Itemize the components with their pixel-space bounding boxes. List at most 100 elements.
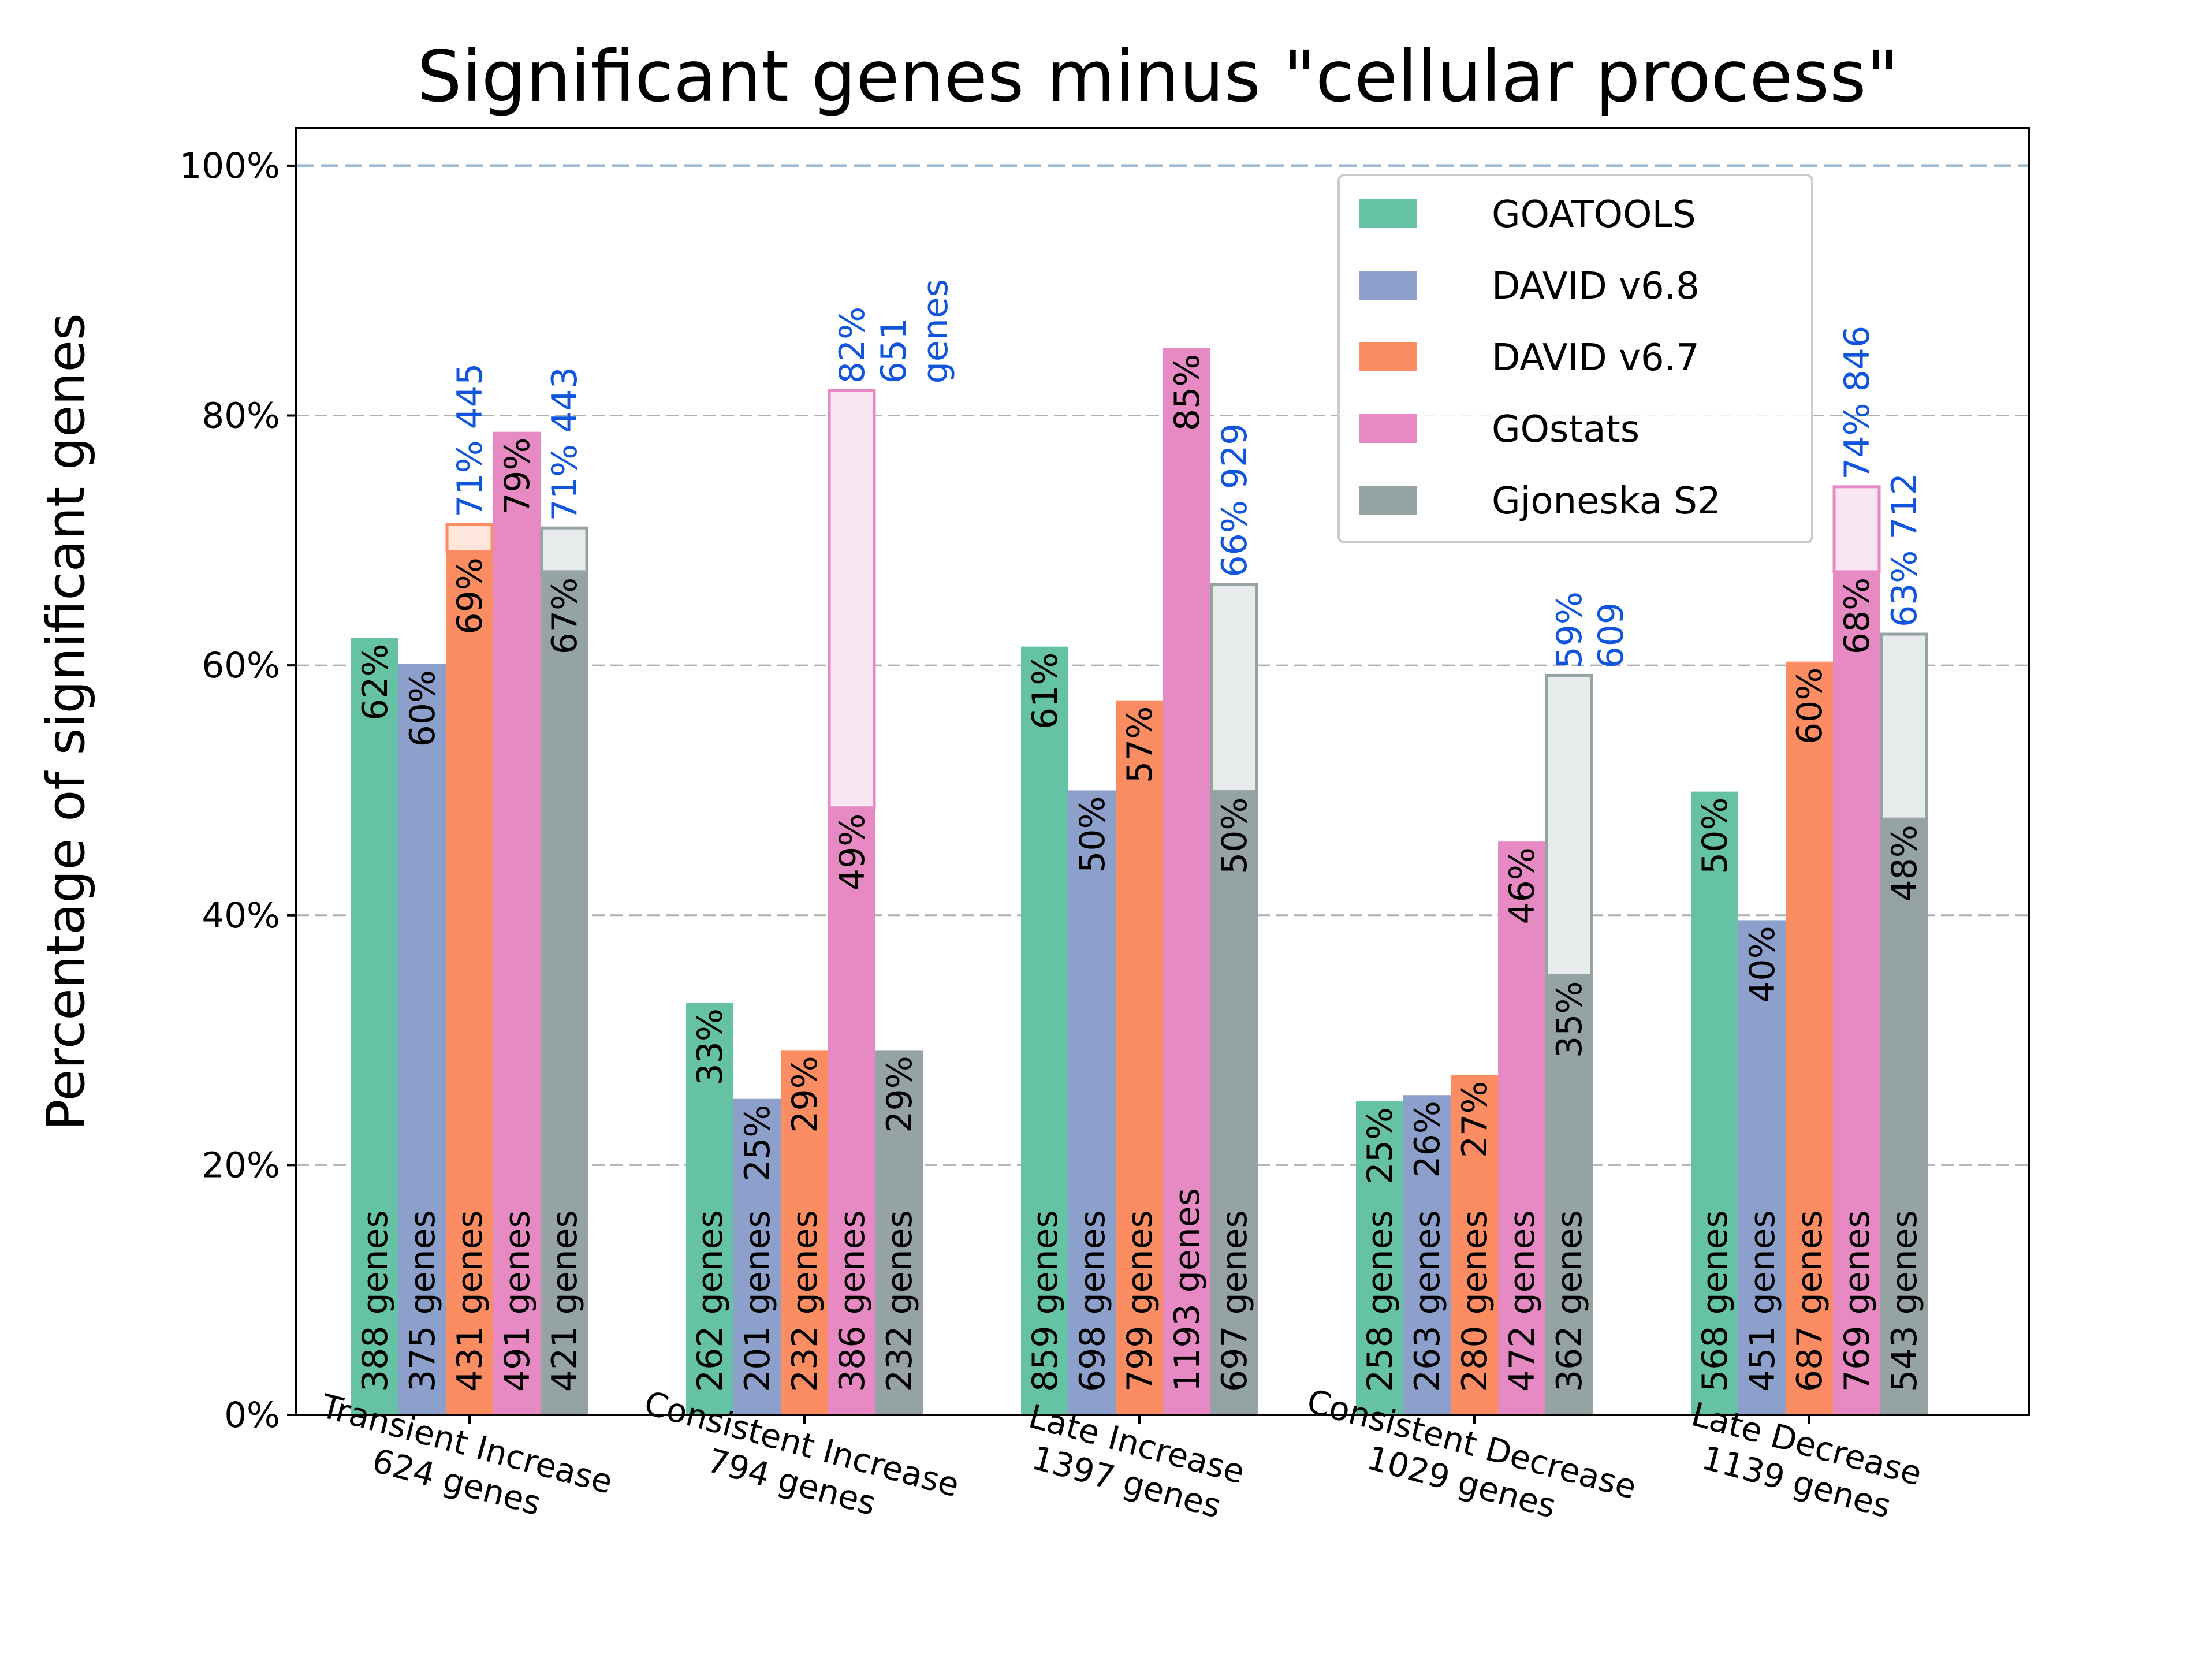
percent-label: 25%	[737, 1105, 778, 1182]
bar	[1691, 791, 1738, 1415]
bar-extension	[828, 389, 876, 810]
legend-label: DAVID v6.8	[1492, 265, 1700, 308]
gene-count-label: 543 genes	[1884, 1210, 1925, 1392]
bar	[446, 552, 493, 1415]
percent-label: 50%	[1072, 796, 1113, 873]
percent-label: 40%	[1742, 926, 1783, 1003]
bar	[875, 1050, 923, 1415]
extension-label: 609	[1591, 602, 1631, 669]
percent-label: 50%	[1695, 798, 1735, 874]
bar	[1451, 1075, 1498, 1415]
gene-count-label: 375 genes	[403, 1210, 443, 1392]
gene-count-label: 258 genes	[1360, 1210, 1400, 1392]
legend-label: GOATOOLS	[1492, 193, 1696, 236]
percent-label: 68%	[1837, 578, 1877, 654]
gene-count-label: 280 genes	[1455, 1210, 1495, 1392]
bar-labels: 388 genes 62% 262 genes 33% 859 genes 61% 258 …	[355, 279, 1925, 1392]
gene-count-label: 232 genes	[880, 1210, 920, 1392]
gene-count-label: 859 genes	[1025, 1210, 1065, 1392]
gene-count-label: 687 genes	[1790, 1210, 1830, 1392]
bar	[1068, 790, 1116, 1415]
percent-label: 35%	[1549, 981, 1590, 1058]
bar	[398, 664, 446, 1415]
percent-label: 61%	[1025, 653, 1065, 729]
gene-count-label: 232 genes	[785, 1210, 825, 1392]
bar	[1021, 646, 1068, 1415]
y-axis-label: Percentage of significant genes	[36, 313, 96, 1130]
bars	[351, 348, 1928, 1415]
extension-label: 66% 929	[1214, 423, 1255, 578]
legend-swatch	[1359, 414, 1417, 443]
y-tick-label: 80%	[202, 396, 280, 437]
percent-label: 27%	[1455, 1081, 1495, 1158]
bar	[1210, 791, 1258, 1415]
legend: GOATOOLS DAVID v6.8 DAVID v6.7 GOstats Gjone…	[1337, 174, 1813, 543]
bar	[1116, 700, 1163, 1415]
bar	[686, 1003, 733, 1415]
gene-count-label: 799 genes	[1120, 1210, 1160, 1392]
gene-count-label: 388 genes	[355, 1210, 396, 1392]
gene-count-label: 568 genes	[1695, 1210, 1735, 1392]
percent-label: 60%	[1790, 668, 1830, 744]
gene-count-label: 386 genes	[832, 1210, 873, 1392]
extension-label: 74% 846	[1837, 326, 1877, 480]
percent-label: 85%	[1167, 354, 1208, 431]
percent-label: 57%	[1120, 706, 1160, 783]
bar	[1880, 819, 1928, 1415]
percent-label: 48%	[1884, 825, 1925, 902]
percent-label: 62%	[355, 644, 396, 721]
extension-label: 63% 712	[1884, 473, 1925, 627]
percent-label: 49%	[832, 814, 873, 891]
bar	[1498, 841, 1545, 1415]
percent-label: 50%	[1214, 798, 1255, 874]
legend-label: DAVID v6.7	[1492, 337, 1700, 379]
y-tick-label: 20%	[202, 1145, 280, 1186]
bar-extension	[445, 523, 494, 553]
gene-count-label: 451 genes	[1742, 1210, 1783, 1392]
gene-count-label: 698 genes	[1072, 1210, 1113, 1392]
percent-label: 60%	[403, 670, 443, 747]
gene-count-label: 263 genes	[1407, 1210, 1448, 1392]
gene-count-label: 201 genes	[737, 1210, 778, 1392]
percent-label: 46%	[1502, 847, 1542, 924]
chart-title: Significant genes minus "cellular proces…	[417, 36, 1898, 118]
percent-label: 79%	[497, 438, 538, 515]
bar	[351, 638, 398, 1415]
extension-label: 71% 443	[545, 367, 585, 521]
legend-swatch	[1359, 199, 1417, 228]
bar	[733, 1098, 781, 1415]
percent-label: 29%	[880, 1056, 920, 1133]
legend-label: Gjoneska S2	[1492, 480, 1721, 523]
gene-count-label: 1193 genes	[1167, 1188, 1208, 1392]
extension-label: 59%	[1549, 591, 1590, 668]
y-tick-label: 60%	[202, 645, 280, 686]
legend-label: GOstats	[1492, 408, 1640, 451]
plot-frame	[295, 127, 2030, 1416]
bar	[1786, 661, 1833, 1415]
bar	[1356, 1101, 1403, 1415]
bar-extension	[1880, 632, 1928, 821]
percent-label: 33%	[690, 1008, 731, 1085]
bar	[1738, 920, 1786, 1415]
bar	[781, 1050, 828, 1415]
bar-extension	[540, 526, 588, 573]
percent-label: 67%	[545, 578, 585, 654]
legend-swatch	[1359, 342, 1417, 371]
extension-label: 82%	[832, 307, 873, 383]
bar	[1403, 1095, 1451, 1415]
percent-label: 25%	[1360, 1107, 1400, 1184]
bar-extension	[1545, 673, 1593, 977]
legend-swatch	[1359, 271, 1417, 300]
gene-count-label: 491 genes	[497, 1210, 538, 1392]
bar	[1833, 571, 1880, 1415]
gene-count-label: 262 genes	[690, 1210, 731, 1392]
gene-count-label: 421 genes	[545, 1210, 585, 1392]
legend-box	[1337, 174, 1813, 543]
bar-extension	[1832, 485, 1881, 573]
bar-extension	[1210, 583, 1258, 794]
extension-label: 71% 445	[450, 363, 490, 517]
y-tick-label: 100%	[180, 146, 280, 187]
gene-count-label: 431 genes	[450, 1210, 490, 1392]
